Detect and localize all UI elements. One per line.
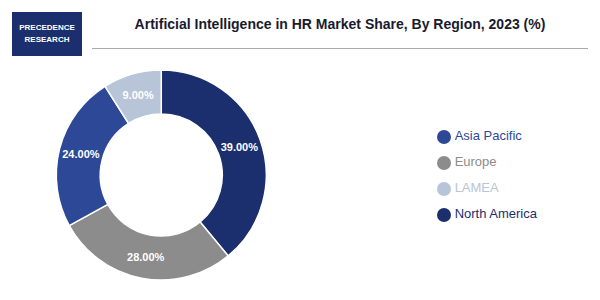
html-text:Artificial Intelligence in HR: Artificial Intelligence in HR Market Sha…: [134, 16, 546, 32]
html-text:Europe: Europe: [454, 154, 497, 169]
html-text:North America: North America: [454, 206, 537, 221]
svg-text:39.00%: 39.00%: [221, 141, 259, 153]
svg-text:24.00%: 24.00%: [62, 148, 100, 160]
html-text:RESEARCH: RESEARCH: [24, 35, 70, 44]
html-text:LAMEA: LAMEA: [454, 180, 499, 195]
svg-text:28.00%: 28.00%: [127, 251, 165, 263]
html-text:PRECEDENCE: PRECEDENCE: [19, 23, 75, 32]
svg-text:9.00%: 9.00%: [123, 89, 154, 101]
html-text:Asia Pacific: Asia Pacific: [454, 128, 522, 143]
